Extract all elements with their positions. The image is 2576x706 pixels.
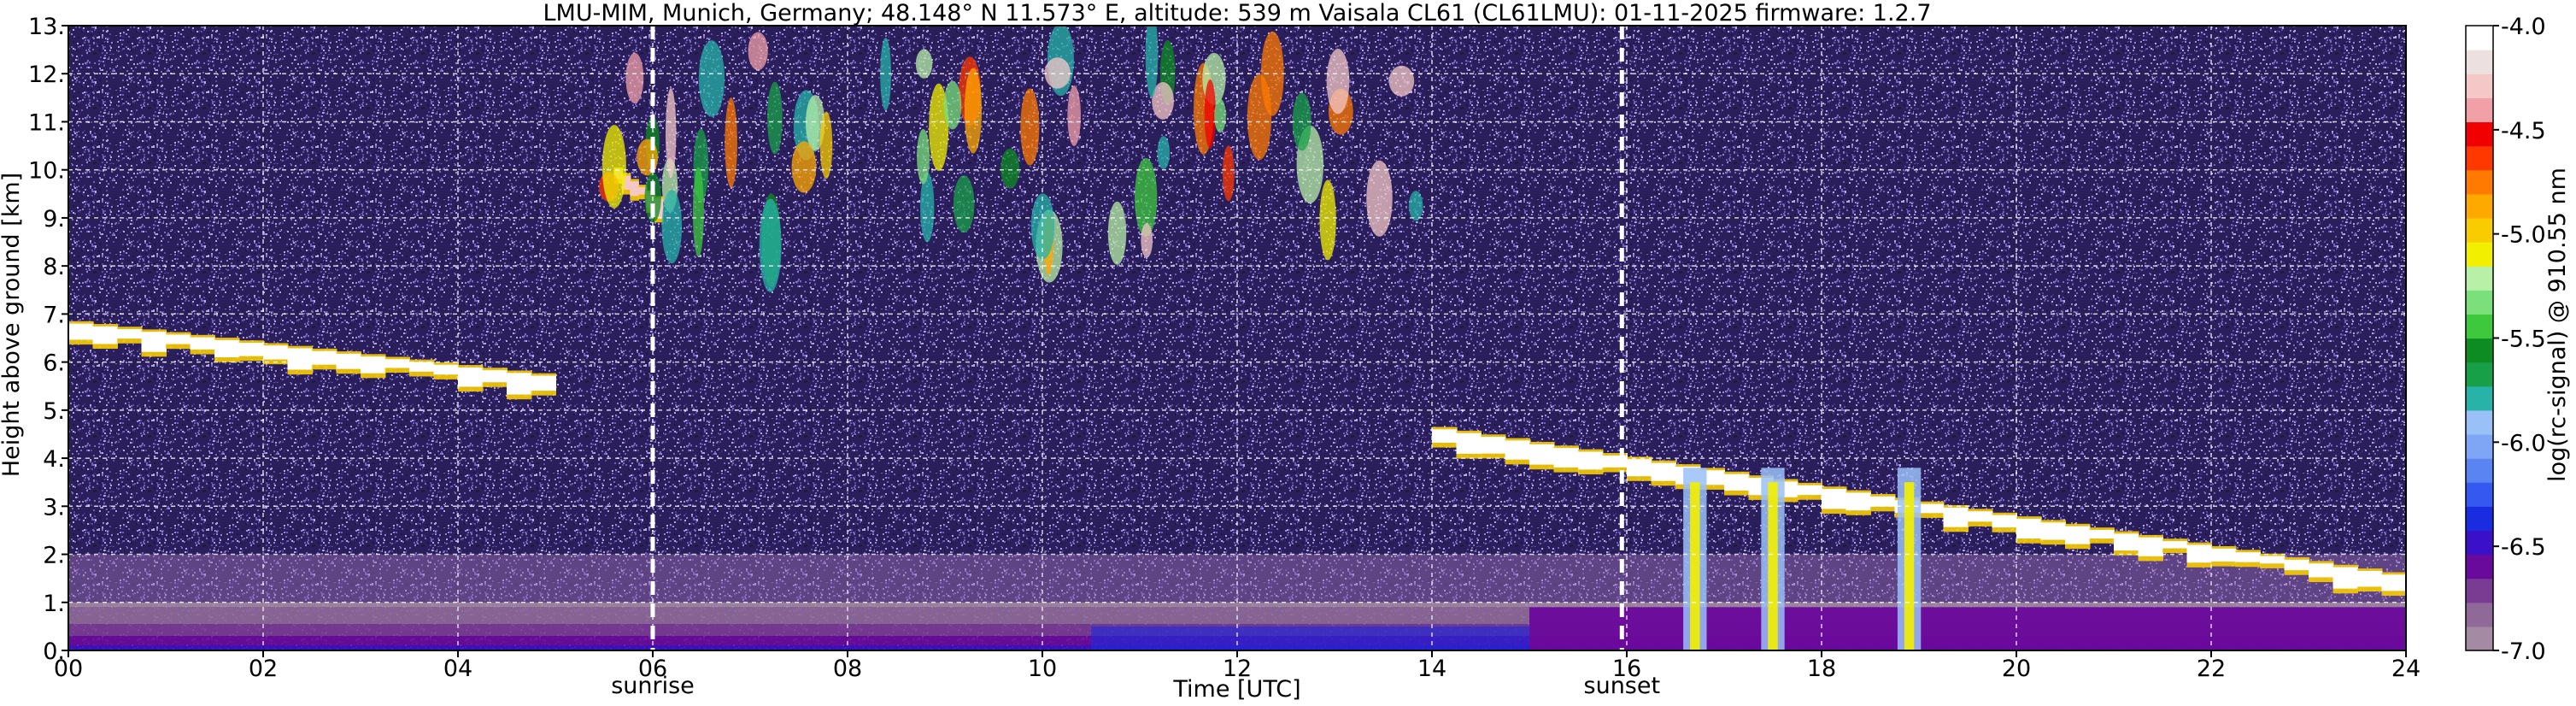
backscatter-heatmap bbox=[68, 26, 2406, 650]
colorbar-swatch bbox=[2466, 578, 2493, 603]
colorbar-tick-label: -5.0 bbox=[2501, 222, 2546, 249]
x-tick-label: 00 bbox=[54, 656, 83, 682]
colorbar-swatch bbox=[2466, 385, 2493, 411]
gridlines bbox=[68, 26, 2406, 650]
y-axis-label: Height above ground [km] bbox=[0, 173, 25, 477]
x-tick-label: 24 bbox=[2391, 656, 2421, 682]
sunrise-label: sunrise bbox=[611, 673, 695, 699]
x-tick-label: 02 bbox=[249, 656, 278, 682]
x-tick-label: 08 bbox=[833, 656, 862, 682]
y-tick-label: 8. bbox=[43, 254, 65, 280]
y-tick-label: 4. bbox=[43, 446, 65, 473]
y-tick-label: 5. bbox=[43, 398, 65, 425]
y-tick-label: 9. bbox=[43, 206, 65, 232]
colorbar-swatch bbox=[2466, 217, 2493, 243]
colorbar-swatch bbox=[2466, 362, 2493, 387]
colorbar-swatch bbox=[2466, 26, 2493, 50]
colorbar-swatch bbox=[2466, 338, 2493, 363]
y-tick-label: 7. bbox=[43, 302, 65, 328]
y-tick-label: 6. bbox=[43, 350, 65, 377]
y-tick-label: 2. bbox=[43, 543, 65, 569]
colorbar-ticks: -4.0 -4.5 -5.0 -5.5 -6.0 -6.5 -7.0 bbox=[2493, 14, 2546, 665]
x-tick-label: 18 bbox=[1807, 656, 1836, 682]
x-axis: 00 02 04 06 08 10 12 14 16 18 20 22 24 bbox=[54, 650, 2421, 682]
y-tick-label: 0. bbox=[43, 638, 65, 665]
sunset-label: sunset bbox=[1584, 673, 1661, 699]
colorbar-swatch bbox=[2466, 602, 2493, 627]
colorbar-swatch bbox=[2466, 314, 2493, 339]
colorbar-swatch bbox=[2466, 530, 2493, 556]
y-tick-label: 3. bbox=[43, 494, 65, 521]
colorbar-tick-label: -6.0 bbox=[2501, 430, 2546, 456]
x-tick-label: 04 bbox=[443, 656, 472, 682]
colorbar-swatch bbox=[2466, 169, 2493, 195]
colorbar-tick-label: -6.5 bbox=[2501, 534, 2546, 561]
colorbar-swatch bbox=[2466, 433, 2493, 459]
colorbar-swatch bbox=[2466, 145, 2493, 171]
x-tick-label: 06 bbox=[638, 656, 667, 682]
x-tick-label: 20 bbox=[2002, 656, 2031, 682]
colorbar-label: log(rc-signal) @ 910.55 nm bbox=[2544, 168, 2571, 482]
colorbar-swatch bbox=[2466, 290, 2493, 315]
colorbar-swatch bbox=[2466, 458, 2493, 483]
x-tick-label: 16 bbox=[1612, 656, 1641, 682]
colorbar-tick-label: -7.0 bbox=[2501, 638, 2546, 665]
colorbar bbox=[2465, 25, 2494, 651]
x-axis-label: Time [UTC] bbox=[1172, 676, 1300, 703]
y-tick-label: 11. bbox=[28, 109, 65, 136]
colorbar-swatch bbox=[2466, 97, 2493, 123]
colorbar-swatch bbox=[2466, 626, 2493, 651]
x-tick-label: 14 bbox=[1417, 656, 1446, 682]
sun-markers: sunrise sunset bbox=[611, 26, 1660, 699]
colorbar-swatch bbox=[2466, 242, 2493, 267]
colorbar-tick-label: -4.5 bbox=[2501, 118, 2546, 144]
colorbar-swatch bbox=[2466, 74, 2493, 98]
colorbar-tick-label: -4.0 bbox=[2501, 14, 2546, 40]
feature-cloud bbox=[68, 321, 556, 400]
colorbar-swatch bbox=[2466, 121, 2493, 147]
colorbar-swatch bbox=[2466, 554, 2493, 580]
y-tick-label: 12. bbox=[28, 62, 65, 88]
y-axis: 0. 1. 2. 3. 4. 5. 6. 7. 8. 9. 10. 11. 12. 13. bbox=[28, 14, 68, 665]
colorbar-swatch bbox=[2466, 506, 2493, 532]
chart-title: LMU-MIM, Munich, Germany; 48.148° N 11.5… bbox=[543, 0, 1931, 26]
feature-cirrus bbox=[599, 26, 1423, 292]
plot-area: sunrise sunset bbox=[67, 25, 2407, 699]
colorbar-tick-label: -5.5 bbox=[2501, 327, 2546, 353]
y-tick-label: 10. bbox=[28, 158, 65, 185]
colorbar-swatch bbox=[2466, 266, 2493, 291]
x-tick-label: 12 bbox=[1223, 656, 1252, 682]
y-tick-label: 13. bbox=[28, 14, 65, 40]
colorbar-swatch bbox=[2466, 409, 2493, 435]
colorbar-swatch bbox=[2466, 50, 2493, 74]
x-tick-label: 22 bbox=[2197, 656, 2226, 682]
colorbar-swatch bbox=[2466, 193, 2493, 219]
feature-precipitation bbox=[1683, 468, 1922, 650]
colorbar-swatch bbox=[2466, 482, 2493, 507]
y-tick-label: 1. bbox=[43, 591, 65, 617]
x-tick-label: 10 bbox=[1028, 656, 1057, 682]
